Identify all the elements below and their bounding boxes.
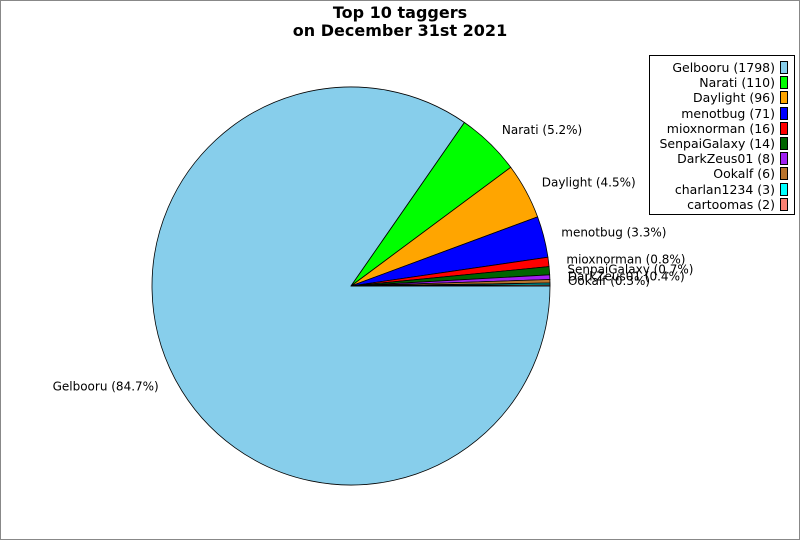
legend-swatch bbox=[780, 61, 788, 74]
legend-label: menotbug (71) bbox=[681, 105, 775, 121]
slice-label-narati: Narati (5.2%) bbox=[502, 123, 582, 137]
legend-item-menotbug: menotbug (71) bbox=[681, 106, 788, 121]
legend-label: Ookalf (6) bbox=[713, 166, 775, 182]
legend-item-darkzeus01: DarkZeus01 (8) bbox=[677, 151, 788, 166]
legend-swatch bbox=[780, 137, 788, 150]
legend-item-daylight: Daylight (96) bbox=[693, 90, 788, 105]
chart-title-line-2: on December 31st 2021 bbox=[292, 21, 508, 40]
legend: Gelbooru (1798) Narati (110) Daylight (96)… bbox=[649, 55, 795, 215]
legend-item-charlan1234: charlan1234 (3) bbox=[675, 182, 788, 197]
slice-label-mioxnorman: mioxnorman (0.8%) bbox=[566, 253, 685, 267]
legend-swatch bbox=[780, 167, 788, 181]
legend-label: Narati (110) bbox=[699, 75, 775, 91]
legend-item-narati: Narati (110) bbox=[699, 75, 788, 90]
legend-swatch bbox=[780, 152, 788, 166]
chart-title: Top 10 taggers on December 31st 2021 bbox=[1, 4, 799, 40]
legend-item-gelbooru: Gelbooru (1798) bbox=[672, 60, 788, 75]
chart-title-line-1: Top 10 taggers bbox=[332, 3, 468, 22]
slice-label-darkzeus01: DarkZeus01 (0.4%) bbox=[568, 269, 685, 283]
slice-label-senpaigalaxy: SenpaiGalaxy (0.7%) bbox=[567, 262, 693, 276]
legend-label: SenpaiGalaxy (14) bbox=[659, 136, 775, 151]
legend-swatch bbox=[780, 197, 788, 211]
slice-label-daylight: Daylight (4.5%) bbox=[542, 176, 636, 190]
legend-swatch bbox=[780, 121, 788, 135]
legend-label: mioxnorman (16) bbox=[666, 120, 775, 136]
legend-label: Daylight (96) bbox=[692, 90, 775, 106]
legend-label: charlan1234 (3) bbox=[674, 181, 775, 197]
slice-label-gelbooru: Gelbooru (84.7%) bbox=[53, 380, 159, 394]
legend-label: DarkZeus01 (8) bbox=[677, 151, 775, 167]
legend-item-ookalf: Ookalf (6) bbox=[713, 166, 788, 181]
legend-swatch bbox=[780, 76, 788, 90]
pie-slice-cartoomas bbox=[350, 284, 551, 287]
slice-label-ookalf: Ookalf (0.3%) bbox=[568, 274, 650, 288]
legend-swatch bbox=[780, 106, 788, 120]
legend-item-senpaigalaxy: SenpaiGalaxy (14) bbox=[659, 136, 788, 151]
legend-item-cartoomas: cartoomas (2) bbox=[687, 197, 788, 212]
legend-label: Gelbooru (1798) bbox=[672, 60, 775, 75]
legend-swatch bbox=[780, 182, 788, 196]
slice-label-menotbug: menotbug (3.3%) bbox=[561, 225, 666, 239]
legend-label: cartoomas (2) bbox=[687, 196, 775, 212]
legend-swatch bbox=[780, 91, 788, 105]
legend-item-mioxnorman: mioxnorman (16) bbox=[667, 121, 788, 136]
